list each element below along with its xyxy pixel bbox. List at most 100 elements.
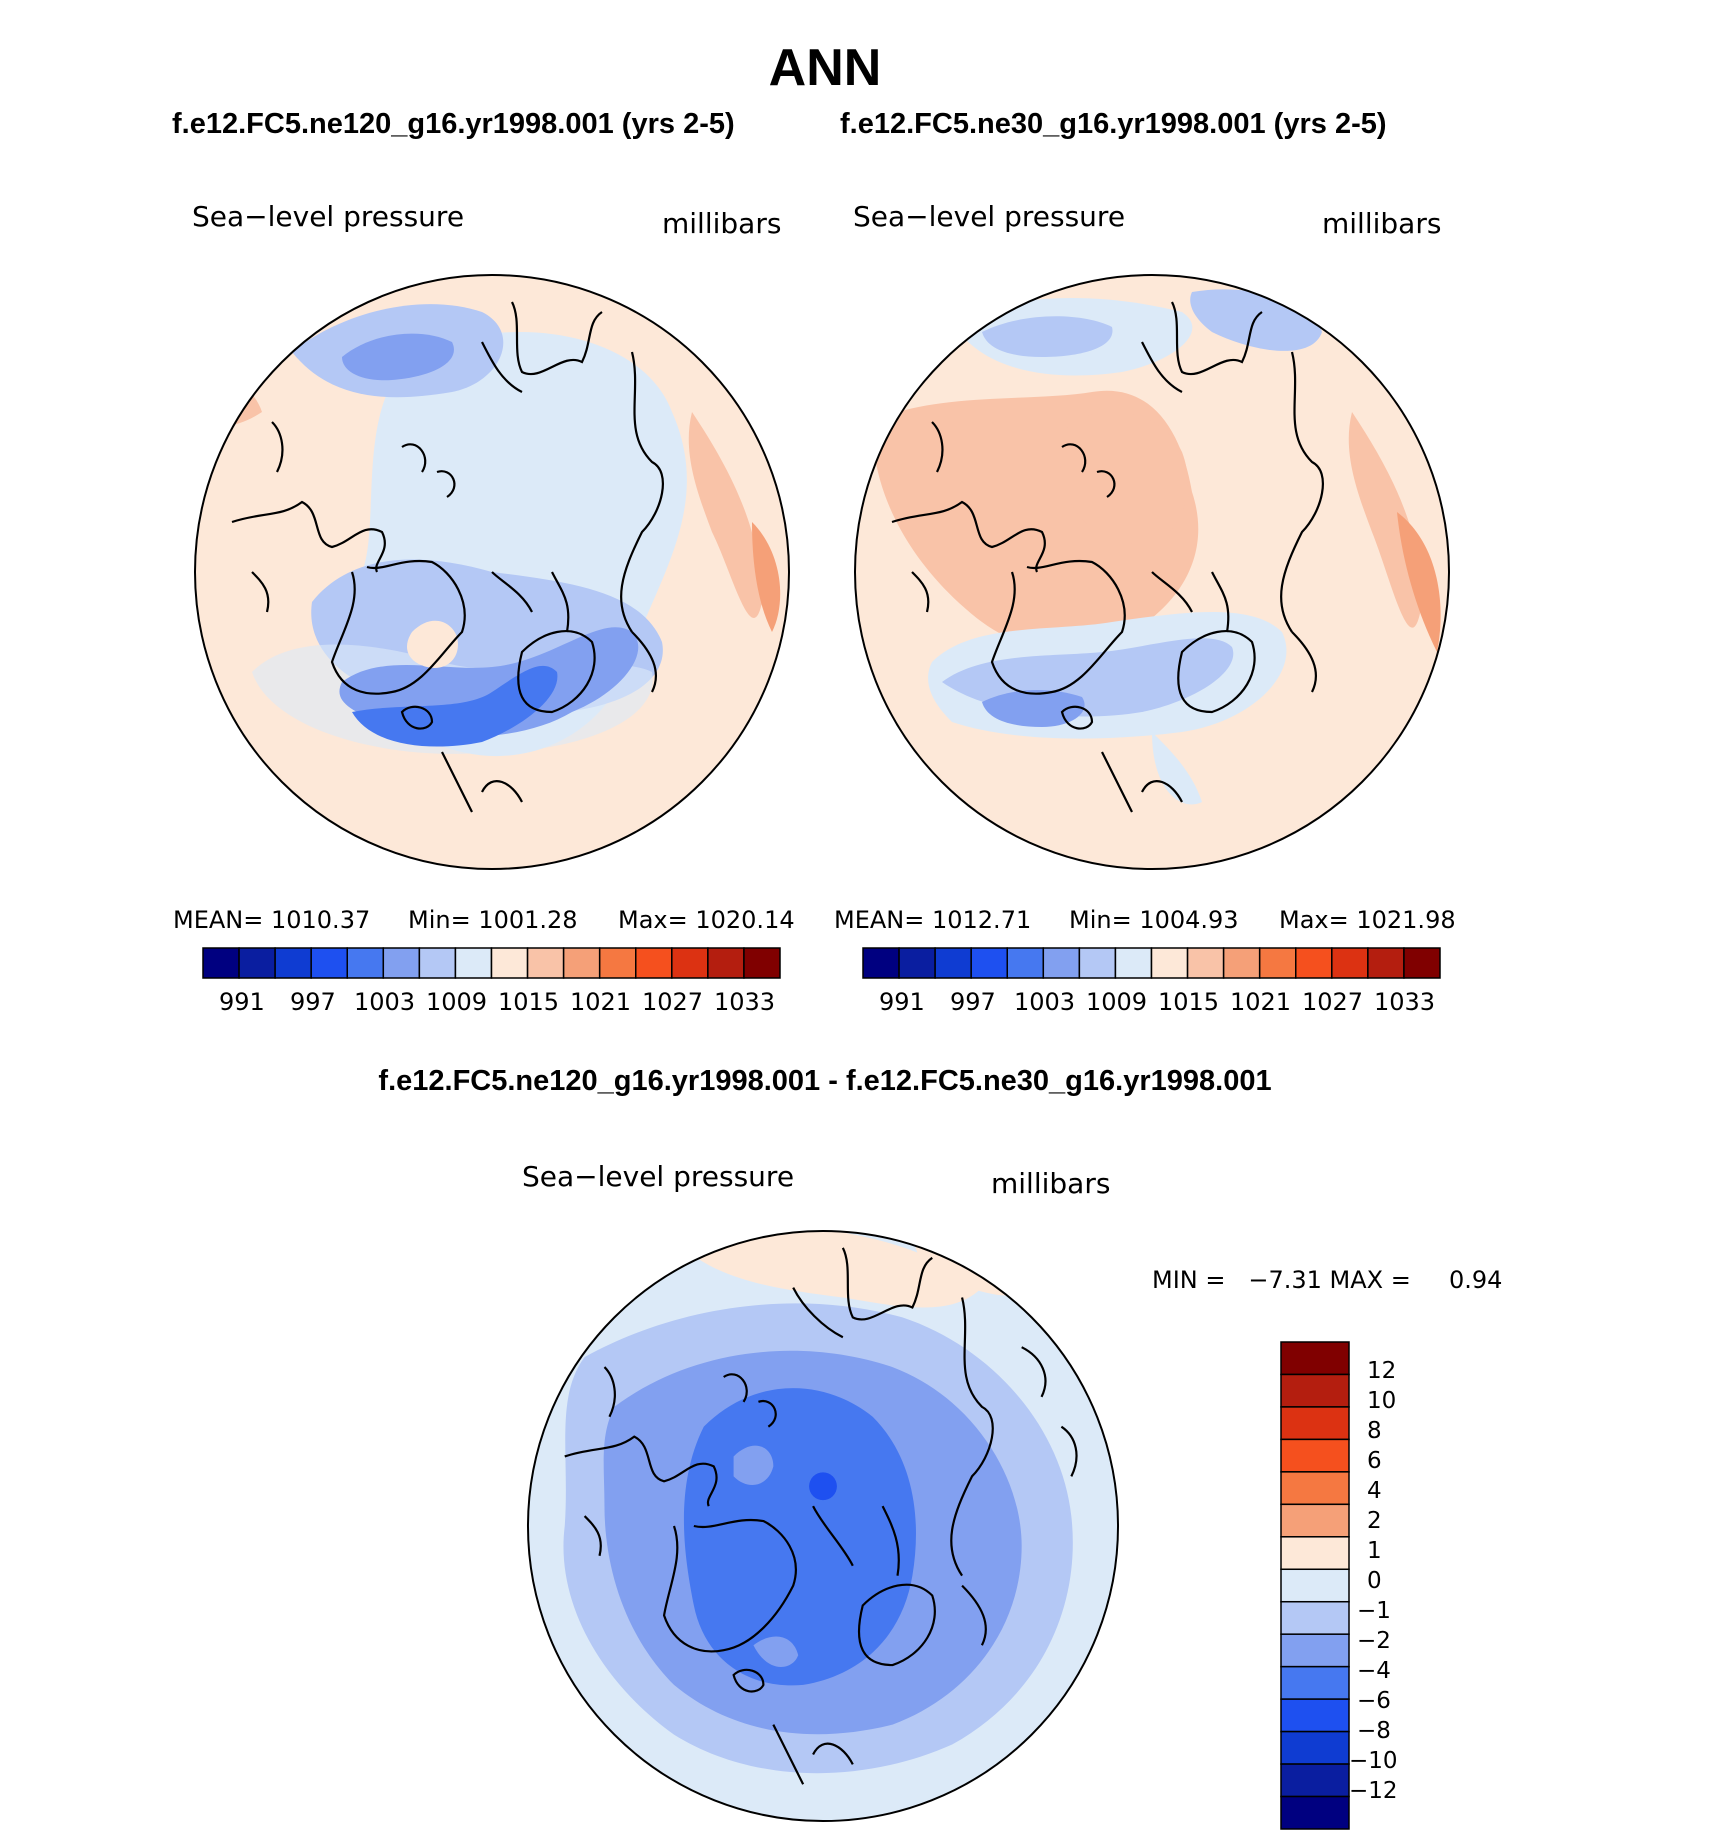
panel-1-colorbar-label: 1009 xyxy=(426,988,488,1016)
colorbar-swatch xyxy=(238,947,276,979)
colorbar-swatch xyxy=(1280,1503,1350,1538)
colorbar-swatch xyxy=(1114,947,1153,979)
panel-2-colorbar-label: 1021 xyxy=(1230,988,1292,1016)
diff-colorbar-label: 10 xyxy=(1367,1388,1397,1414)
colorbar-swatch xyxy=(1280,1536,1350,1571)
diff-colorbar-label: 12 xyxy=(1367,1358,1397,1384)
colorbar-swatch xyxy=(1042,947,1081,979)
diff-field-label: Sea−level pressure xyxy=(522,1160,795,1193)
colorbar-swatch xyxy=(1186,947,1225,979)
diff-colorbar-label: −12 xyxy=(1349,1778,1398,1804)
page-title: ANN xyxy=(768,39,882,97)
diff-colorbar-label: −10 xyxy=(1349,1748,1398,1774)
diff-colorbar-label: 6 xyxy=(1367,1448,1382,1474)
diff-colorbar xyxy=(1280,1341,1350,1830)
panel-1-mean-stat: MEAN= 1010.37 xyxy=(173,906,371,934)
diff-colorbar-label: −6 xyxy=(1357,1688,1391,1714)
panel-2-field-label: Sea−level pressure xyxy=(853,200,1126,233)
panel-2-units-label: millibars xyxy=(1322,207,1442,240)
colorbar-swatch xyxy=(598,947,637,979)
diff-polar-map xyxy=(526,1229,1120,1823)
colorbar-swatch xyxy=(1280,1438,1350,1473)
colorbar-swatch xyxy=(1280,1633,1350,1668)
colorbar-swatch xyxy=(1280,1341,1350,1376)
colorbar-swatch xyxy=(1367,947,1405,979)
diff-colorbar-label: 4 xyxy=(1367,1478,1382,1504)
colorbar-swatch xyxy=(1295,947,1333,979)
panel-1-colorbar-label: 991 xyxy=(219,988,265,1016)
colorbar-swatch xyxy=(418,947,457,979)
colorbar-swatch xyxy=(526,947,565,979)
colorbar-swatch xyxy=(1280,1698,1350,1733)
panel-1-colorbar-label: 1003 xyxy=(354,988,416,1016)
colorbar-swatch xyxy=(310,947,348,979)
colorbar-swatch xyxy=(707,947,745,979)
colorbar-swatch xyxy=(1331,947,1369,979)
colorbar-swatch xyxy=(1150,947,1189,979)
colorbar-swatch xyxy=(1258,947,1297,979)
colorbar-swatch xyxy=(454,947,493,979)
diff-colorbar-label: 8 xyxy=(1367,1418,1382,1444)
colorbar-swatch xyxy=(562,947,601,979)
panel-2-colorbar-label: 1027 xyxy=(1302,988,1364,1016)
diff-min-max-stat: MIN = −7.31 MAX = 0.94 xyxy=(1152,1266,1503,1294)
panel-1-colorbar-label: 997 xyxy=(290,988,336,1016)
colorbar-swatch xyxy=(1280,1795,1350,1830)
colorbar-swatch xyxy=(1006,947,1045,979)
panel-2-colorbar-label: 997 xyxy=(950,988,996,1016)
colorbar-swatch xyxy=(1078,947,1117,979)
colorbar-swatch xyxy=(1280,1471,1350,1506)
panel-1-case-title: f.e12.FC5.ne120_g16.yr1998.001 (yrs 2-5) xyxy=(172,108,735,140)
colorbar-swatch xyxy=(970,947,1008,979)
colorbar-swatch xyxy=(1280,1600,1350,1635)
panel-2-colorbar xyxy=(862,947,1441,979)
panel-2-min-stat: Min= 1004.93 xyxy=(1069,906,1239,934)
panel-2-colorbar-label: 1015 xyxy=(1158,988,1220,1016)
panel-1-max-stat: Max= 1020.14 xyxy=(618,906,795,934)
colorbar-swatch xyxy=(671,947,709,979)
colorbar-swatch xyxy=(898,947,936,979)
panel-1-min-stat: Min= 1001.28 xyxy=(408,906,578,934)
panel-2-case-title: f.e12.FC5.ne30_g16.yr1998.001 (yrs 2-5) xyxy=(840,108,1387,140)
colorbar-swatch xyxy=(1280,1568,1350,1603)
colorbar-swatch xyxy=(202,947,240,979)
diff-colorbar-label: −4 xyxy=(1357,1658,1391,1684)
panel-2-colorbar-label: 1009 xyxy=(1086,988,1148,1016)
panel-1-colorbar-label: 1021 xyxy=(570,988,632,1016)
panel-1-colorbar-label: 1027 xyxy=(642,988,704,1016)
panel-2-colorbar-label: 1003 xyxy=(1014,988,1076,1016)
panel-2-mean-stat: MEAN= 1012.71 xyxy=(834,906,1032,934)
colorbar-swatch xyxy=(1280,1665,1350,1700)
diff-colorbar-label: 2 xyxy=(1367,1508,1382,1534)
panel-2-polar-map xyxy=(854,274,1450,870)
colorbar-swatch xyxy=(274,947,312,979)
panel-1-units-label: millibars xyxy=(662,207,782,240)
diff-colorbar-label: −1 xyxy=(1357,1598,1391,1624)
colorbar-swatch xyxy=(635,947,673,979)
diff-colorbar-label: 1 xyxy=(1367,1538,1382,1564)
panel-2-max-stat: Max= 1021.98 xyxy=(1279,906,1456,934)
panel-1-polar-map xyxy=(194,274,790,870)
diff-colorbar-label: −2 xyxy=(1357,1628,1391,1654)
colorbar-swatch xyxy=(1280,1730,1350,1765)
colorbar-swatch xyxy=(1222,947,1261,979)
panel-2-colorbar-label: 1033 xyxy=(1374,988,1436,1016)
panel-1-colorbar-label: 1015 xyxy=(498,988,560,1016)
colorbar-swatch xyxy=(862,947,900,979)
panel-1-colorbar-label: 1033 xyxy=(714,988,776,1016)
panel-2-colorbar-label: 991 xyxy=(879,988,925,1016)
colorbar-swatch xyxy=(934,947,972,979)
colorbar-swatch xyxy=(1280,1763,1350,1798)
diff-colorbar-label: 0 xyxy=(1367,1568,1382,1594)
colorbar-swatch xyxy=(1403,947,1441,979)
colorbar-swatch xyxy=(490,947,529,979)
panel-1-colorbar xyxy=(202,947,781,979)
diff-title: f.e12.FC5.ne120_g16.yr1998.001 - f.e12.F… xyxy=(378,1065,1272,1097)
colorbar-swatch xyxy=(382,947,421,979)
colorbar-swatch xyxy=(1280,1406,1350,1441)
colorbar-swatch xyxy=(743,947,781,979)
colorbar-swatch xyxy=(346,947,385,979)
colorbar-swatch xyxy=(1280,1373,1350,1408)
panel-1-field-label: Sea−level pressure xyxy=(192,200,465,233)
diff-colorbar-label: −8 xyxy=(1357,1718,1391,1744)
